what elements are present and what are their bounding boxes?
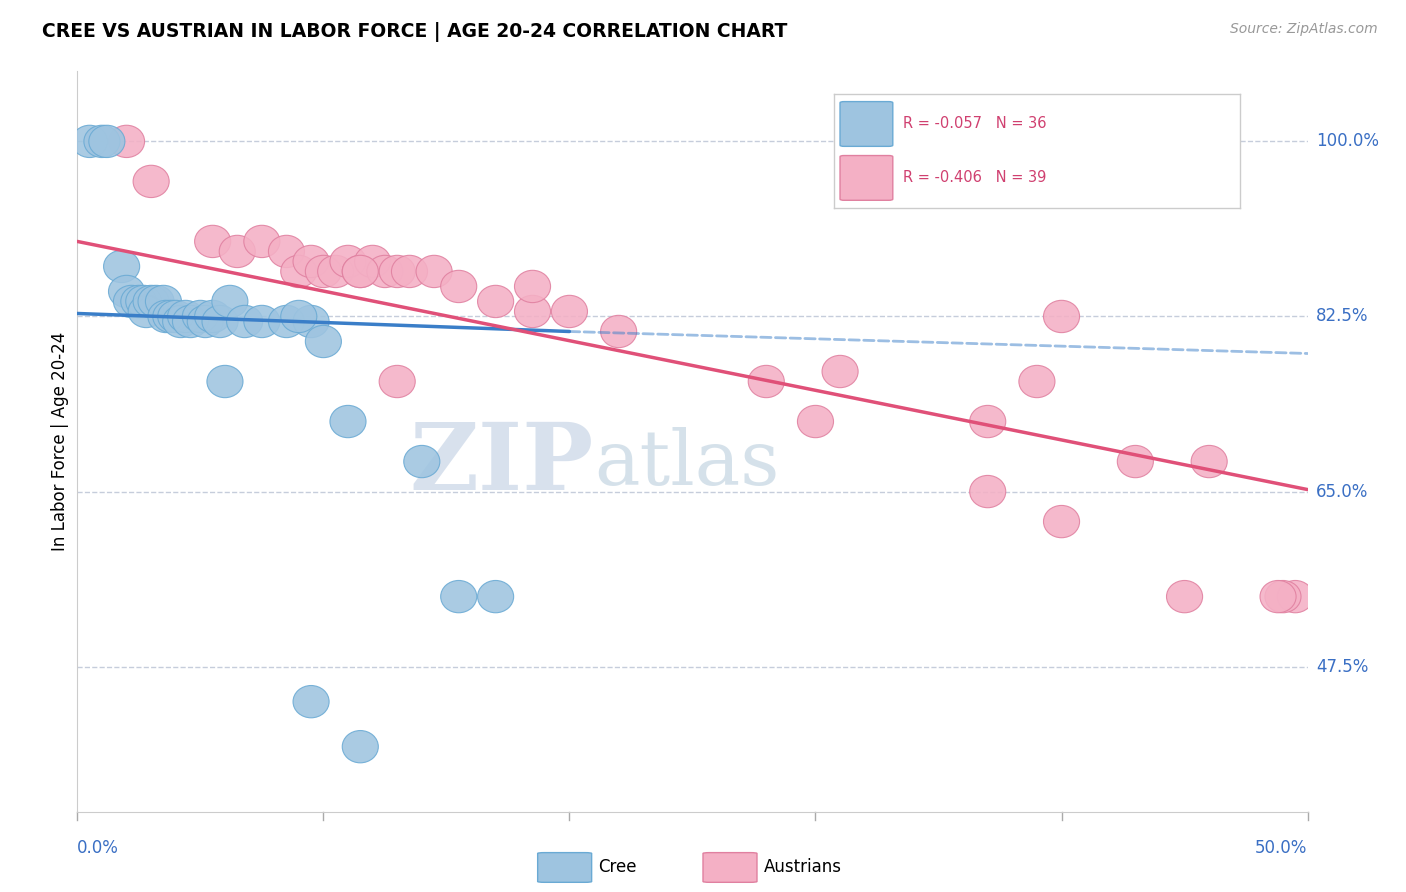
Ellipse shape [970, 475, 1005, 508]
Ellipse shape [72, 125, 108, 158]
Ellipse shape [243, 226, 280, 258]
Ellipse shape [416, 255, 453, 287]
Ellipse shape [1043, 301, 1080, 333]
Ellipse shape [173, 305, 208, 338]
Ellipse shape [134, 165, 169, 197]
Text: Austrians: Austrians [763, 858, 842, 877]
Ellipse shape [89, 125, 125, 158]
Text: CREE VS AUSTRIAN IN LABOR FORCE | AGE 20-24 CORRELATION CHART: CREE VS AUSTRIAN IN LABOR FORCE | AGE 20… [42, 22, 787, 42]
Ellipse shape [1043, 506, 1080, 538]
Ellipse shape [1277, 581, 1313, 613]
Ellipse shape [1118, 445, 1153, 478]
Ellipse shape [202, 305, 238, 338]
Text: 65.0%: 65.0% [1316, 483, 1368, 500]
Ellipse shape [128, 295, 165, 327]
Ellipse shape [292, 245, 329, 277]
Ellipse shape [478, 581, 513, 613]
Ellipse shape [84, 125, 120, 158]
Ellipse shape [125, 285, 162, 318]
Text: 0.0%: 0.0% [77, 839, 120, 857]
Text: 82.5%: 82.5% [1316, 308, 1368, 326]
Ellipse shape [1167, 581, 1202, 613]
Ellipse shape [134, 285, 169, 318]
Ellipse shape [108, 125, 145, 158]
Ellipse shape [1191, 445, 1227, 478]
Ellipse shape [367, 255, 404, 287]
Ellipse shape [269, 305, 305, 338]
Ellipse shape [1019, 366, 1054, 398]
Ellipse shape [797, 405, 834, 438]
Ellipse shape [391, 255, 427, 287]
Ellipse shape [478, 285, 513, 318]
Ellipse shape [167, 301, 204, 333]
Ellipse shape [380, 366, 415, 398]
Ellipse shape [269, 235, 305, 268]
Ellipse shape [440, 270, 477, 302]
Ellipse shape [342, 731, 378, 763]
Ellipse shape [157, 301, 194, 333]
Ellipse shape [342, 255, 378, 287]
FancyBboxPatch shape [537, 853, 592, 882]
Ellipse shape [148, 301, 184, 333]
Ellipse shape [194, 226, 231, 258]
Ellipse shape [121, 285, 157, 318]
Ellipse shape [823, 355, 858, 388]
Ellipse shape [153, 301, 188, 333]
Ellipse shape [145, 285, 181, 318]
Ellipse shape [194, 301, 231, 333]
Text: 100.0%: 100.0% [1316, 132, 1379, 151]
Ellipse shape [515, 295, 551, 327]
Ellipse shape [318, 255, 354, 287]
Ellipse shape [281, 255, 316, 287]
Ellipse shape [970, 405, 1005, 438]
Y-axis label: In Labor Force | Age 20-24: In Labor Force | Age 20-24 [51, 332, 69, 551]
Ellipse shape [292, 305, 329, 338]
Ellipse shape [1260, 581, 1296, 613]
Ellipse shape [207, 366, 243, 398]
Ellipse shape [243, 305, 280, 338]
Ellipse shape [212, 285, 247, 318]
Ellipse shape [440, 581, 477, 613]
Ellipse shape [219, 235, 256, 268]
Ellipse shape [551, 295, 588, 327]
Ellipse shape [114, 285, 149, 318]
Ellipse shape [1265, 581, 1301, 613]
Ellipse shape [600, 316, 637, 348]
Ellipse shape [380, 255, 415, 287]
Ellipse shape [515, 270, 551, 302]
Ellipse shape [108, 276, 145, 308]
Ellipse shape [305, 326, 342, 358]
Text: Source: ZipAtlas.com: Source: ZipAtlas.com [1230, 22, 1378, 37]
Ellipse shape [226, 305, 263, 338]
Text: 47.5%: 47.5% [1316, 657, 1368, 675]
Ellipse shape [354, 245, 391, 277]
Ellipse shape [138, 285, 174, 318]
Ellipse shape [404, 445, 440, 478]
Ellipse shape [187, 305, 224, 338]
Text: atlas: atlas [595, 426, 779, 500]
Ellipse shape [342, 255, 378, 287]
Ellipse shape [292, 686, 329, 718]
Ellipse shape [104, 251, 139, 283]
Text: Cree: Cree [599, 858, 637, 877]
Text: ZIP: ZIP [409, 418, 595, 508]
Ellipse shape [183, 301, 218, 333]
Ellipse shape [748, 366, 785, 398]
Ellipse shape [163, 305, 198, 338]
Ellipse shape [281, 301, 316, 333]
Ellipse shape [305, 255, 342, 287]
Ellipse shape [330, 245, 366, 277]
Ellipse shape [330, 405, 366, 438]
FancyBboxPatch shape [703, 853, 756, 882]
Text: 50.0%: 50.0% [1256, 839, 1308, 857]
